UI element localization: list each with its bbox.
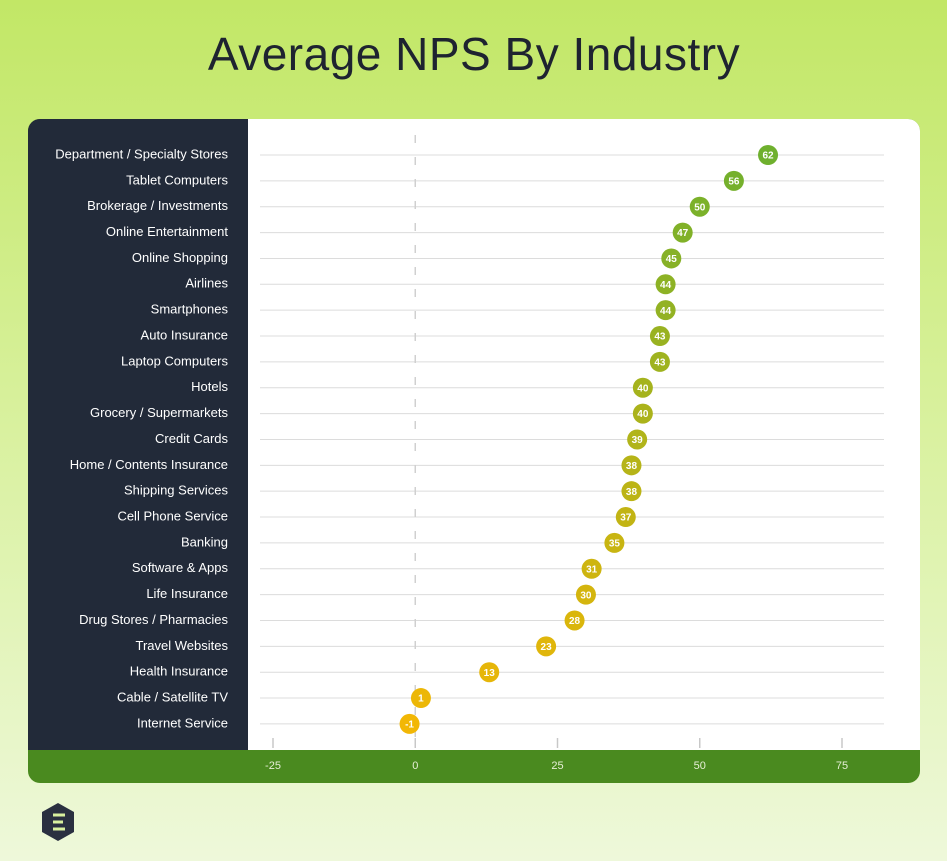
value-label: 44 [660,280,672,291]
category-label: Hotels [191,379,228,394]
category-label: Life Insurance [146,586,228,601]
value-label: 38 [626,487,638,498]
value-label: 62 [762,151,774,162]
dot [575,584,596,605]
dot [564,610,585,631]
category-label: Department / Specialty Stores [55,146,228,161]
logo [42,803,74,841]
value-label: 45 [666,254,678,265]
dot [604,532,625,553]
value-label: 56 [728,177,740,188]
category-label: Brokerage / Investments [87,198,228,213]
category-label: Internet Service [137,715,228,730]
value-label: 1 [418,694,424,705]
value-label: 28 [569,616,581,627]
category-label: Shipping Services [124,483,229,498]
dot [479,662,500,683]
dot [632,377,653,398]
x-tick-label: 25 [551,760,563,772]
dot [649,326,670,347]
dot [723,170,744,191]
category-label: Banking [181,534,228,549]
dot [661,248,682,269]
category-label: Travel Websites [136,638,229,653]
category-label: Smartphones [151,302,229,317]
value-label: 31 [586,564,598,575]
value-label: 38 [626,461,638,472]
value-label: 47 [677,228,689,239]
dot [536,636,557,657]
chart-title: Average NPS By Industry [208,28,740,80]
x-tick-label: 50 [694,760,706,772]
x-tick-label: 0 [412,760,418,772]
dot [632,403,653,424]
dot [615,507,636,528]
dot [655,274,676,295]
category-label: Cable / Satellite TV [117,689,228,704]
dot [655,300,676,321]
value-label: 37 [620,513,632,524]
dot [581,558,602,579]
category-label: Health Insurance [130,664,228,679]
dot [758,145,779,165]
dot [672,222,693,243]
dot [689,196,710,217]
category-label: Home / Contents Insurance [70,457,228,472]
category-label: Airlines [185,276,228,291]
category-label: Credit Cards [155,431,228,446]
category-label: Grocery / Supermarkets [90,405,228,420]
value-label: 50 [694,202,706,213]
category-label: Software & Apps [132,560,229,575]
category-label: Tablet Computers [126,172,228,187]
category-label: Auto Insurance [141,327,228,342]
value-label: 44 [660,306,672,317]
value-label: 43 [654,332,666,343]
value-label: 13 [484,668,496,679]
category-label: Drug Stores / Pharmacies [79,612,228,627]
value-label: -1 [405,720,414,731]
dot [621,481,642,502]
dot [627,429,648,450]
dot [649,351,670,372]
value-label: 40 [637,383,649,394]
category-label: Laptop Computers [121,353,228,368]
category-label: Online Entertainment [106,224,229,239]
plot-area [248,119,920,750]
value-label: 23 [541,642,553,653]
value-label: 30 [580,590,592,601]
x-tick-label: -25 [265,760,281,772]
value-label: 43 [654,358,666,369]
label-panel [28,119,248,750]
dot [410,688,431,709]
dot [621,455,642,476]
value-label: 35 [609,539,621,550]
x-tick-label: 75 [836,760,848,772]
category-label: Cell Phone Service [117,508,228,523]
category-label: Online Shopping [132,250,228,265]
value-label: 40 [637,409,649,420]
dot [399,713,420,734]
value-label: 39 [632,435,644,446]
